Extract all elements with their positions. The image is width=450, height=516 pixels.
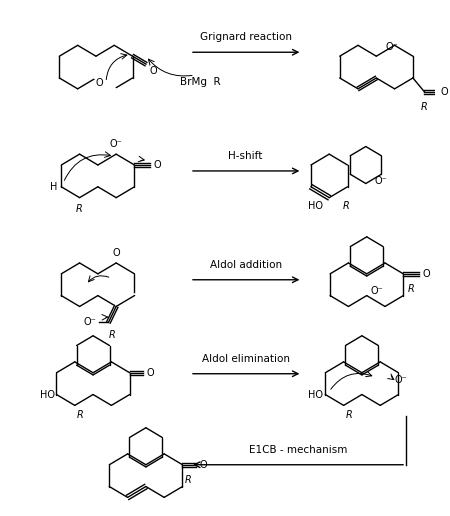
Text: BrMg  R: BrMg R xyxy=(180,77,221,87)
Text: O: O xyxy=(153,160,161,170)
Text: O⁻: O⁻ xyxy=(395,375,408,384)
Text: HO: HO xyxy=(308,390,324,399)
Text: E1CB - mechanism: E1CB - mechanism xyxy=(249,445,347,455)
Text: R: R xyxy=(76,204,83,214)
Text: O⁻: O⁻ xyxy=(385,42,398,52)
Text: O: O xyxy=(200,460,207,470)
Text: O⁻: O⁻ xyxy=(83,317,96,327)
Text: O: O xyxy=(423,269,430,279)
Text: O: O xyxy=(147,368,154,378)
Text: O⁻: O⁻ xyxy=(110,139,122,149)
Text: Aldol elimination: Aldol elimination xyxy=(202,354,290,364)
Text: R: R xyxy=(185,475,192,485)
Text: O⁻: O⁻ xyxy=(375,176,387,186)
Text: R: R xyxy=(343,201,350,211)
Text: O: O xyxy=(95,78,103,88)
Text: R: R xyxy=(408,284,414,294)
Text: H: H xyxy=(50,182,58,192)
Text: O: O xyxy=(112,248,120,258)
Text: R: R xyxy=(346,410,352,421)
Text: R: R xyxy=(76,410,83,421)
Text: Aldol addition: Aldol addition xyxy=(210,260,282,270)
Text: H-shift: H-shift xyxy=(229,151,263,161)
Text: O⁻: O⁻ xyxy=(370,286,383,296)
Text: HO: HO xyxy=(40,390,54,399)
Text: R: R xyxy=(109,330,116,340)
Text: O: O xyxy=(150,66,157,76)
Text: HO: HO xyxy=(308,201,323,211)
Text: O: O xyxy=(441,87,448,97)
Text: Grignard reaction: Grignard reaction xyxy=(200,33,292,42)
Text: R: R xyxy=(421,102,428,111)
